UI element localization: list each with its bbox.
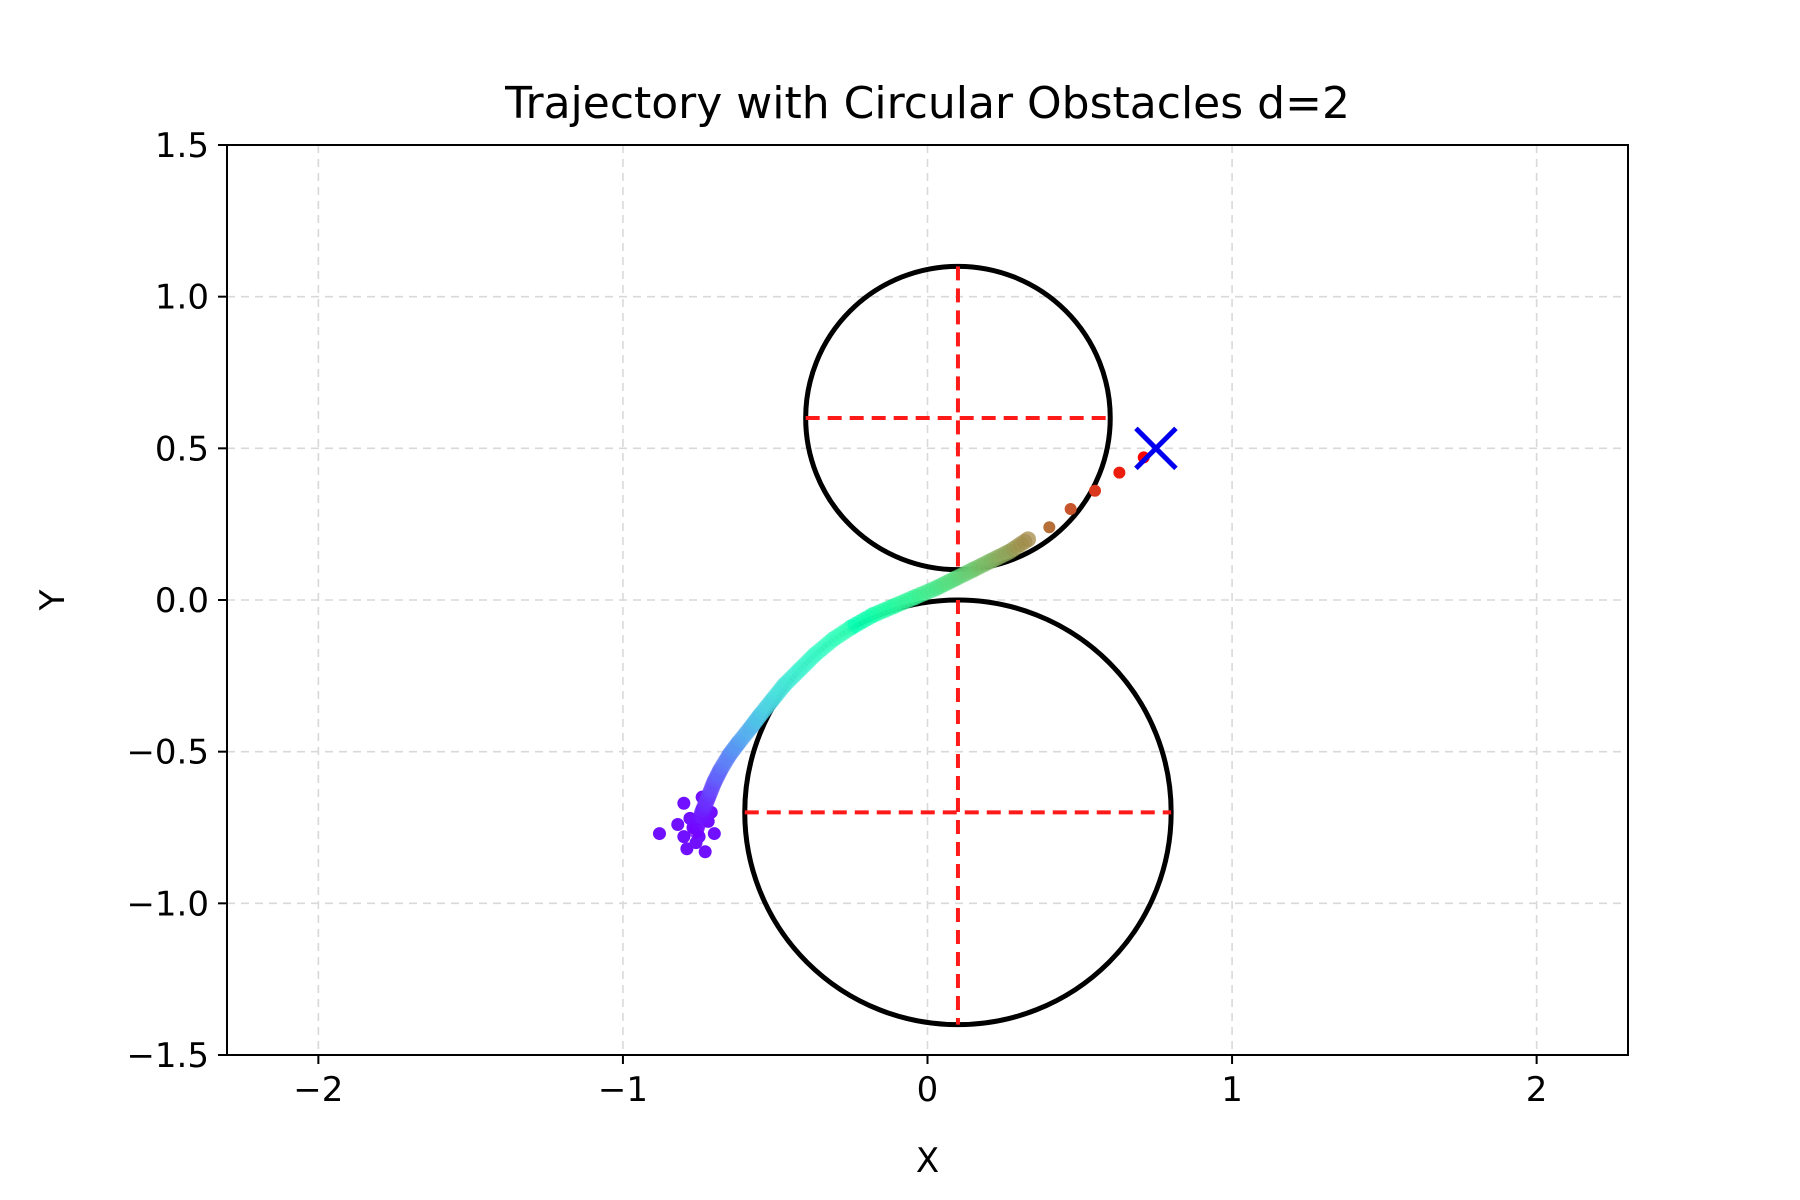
trajectory-point: [1043, 521, 1056, 534]
start-cluster-point: [671, 817, 685, 831]
x-tick-label: −2: [293, 1070, 343, 1110]
target-marker-stroke: [1134, 426, 1178, 471]
y-tick-label: 1.0: [155, 278, 209, 318]
y-tick-label: −1.0: [126, 884, 209, 924]
y-tick-label: 1.5: [155, 126, 209, 166]
start-cluster-point: [680, 842, 694, 856]
x-tick-label: 1: [1221, 1070, 1243, 1110]
start-cluster-point: [677, 830, 691, 844]
trajectory-point: [1064, 503, 1077, 515]
x-tick-label: 0: [917, 1070, 939, 1110]
x-tick-label: 2: [1526, 1070, 1548, 1110]
y-tick-label: −1.5: [126, 1036, 209, 1076]
x-tick-label: −1: [598, 1070, 648, 1110]
start-cluster-point: [652, 827, 666, 841]
x-axis-label: X: [916, 1141, 939, 1181]
start-cluster-point: [698, 845, 712, 859]
start-cluster-point: [707, 827, 721, 841]
trajectory-point: [1113, 466, 1126, 479]
y-tick-label: 0.0: [155, 581, 209, 621]
start-cluster-point: [677, 796, 691, 810]
y-tick-label: −0.5: [126, 733, 209, 773]
trajectory-point: [1016, 533, 1033, 550]
trajectory-point: [1089, 484, 1102, 497]
ticks: −2 −1 0 1 2 −1.5 −1.0 −0.5 0.0 0.5 1.0 1.5: [126, 126, 1547, 1110]
y-tick-label: 0.5: [155, 429, 209, 469]
plot-area: [652, 263, 1178, 1028]
y-axis-label: Y: [33, 589, 73, 611]
chart-title: Trajectory with Circular Obstacles d=2: [504, 78, 1350, 129]
